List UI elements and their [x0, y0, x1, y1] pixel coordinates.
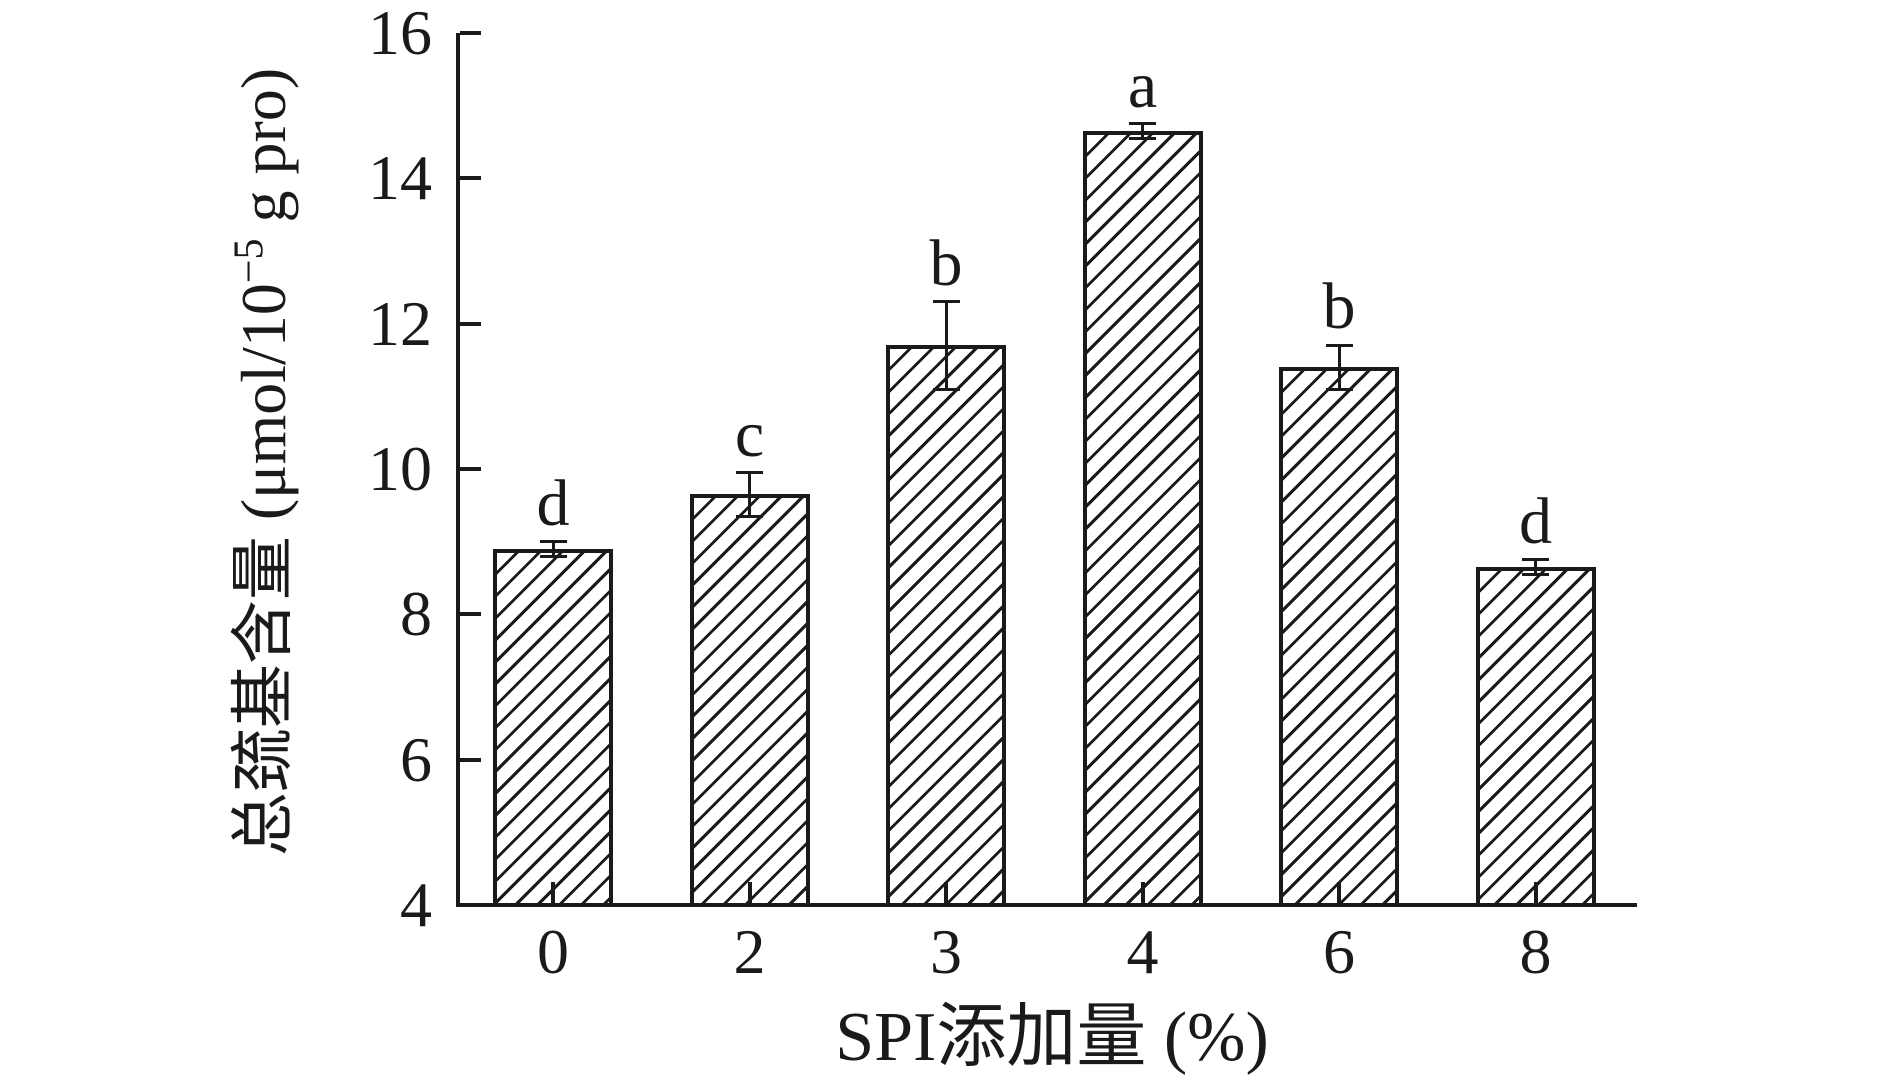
error-bar-cap-bottom-6	[1325, 387, 1353, 391]
y-tick-10	[460, 467, 481, 471]
x-tick-label-0: 0	[537, 916, 569, 987]
error-bar-cap-top-6	[1325, 343, 1353, 347]
significance-letter-8: d	[1519, 484, 1552, 558]
x-tick-6	[1337, 882, 1341, 903]
bar-2	[689, 494, 810, 905]
x-tick-8	[1533, 882, 1538, 903]
y-tick-label-4: 4	[400, 869, 432, 940]
y-tick-label-12: 12	[368, 287, 432, 359]
significance-letter-3: b	[929, 226, 963, 300]
significance-letter-6: b	[1322, 270, 1356, 344]
bar-0	[493, 548, 613, 905]
y-tick-6	[460, 757, 481, 762]
significance-letter-0: d	[536, 466, 570, 540]
error-bar-line-4	[1141, 123, 1144, 139]
x-tick-2	[747, 882, 752, 903]
y-tick-16	[460, 31, 481, 35]
x-tick-4	[1140, 882, 1145, 903]
y-tick-label-14: 14	[368, 142, 432, 214]
bar-4	[1082, 131, 1203, 905]
significance-letter-2: c	[734, 397, 765, 471]
x-axis-title: SPI添加量 (%)	[835, 999, 1269, 1076]
x-axis-line	[456, 903, 1637, 907]
x-tick-label-3: 3	[930, 916, 962, 987]
y-tick-label-16: 16	[368, 0, 432, 68]
bar-6	[1279, 367, 1399, 905]
error-bar-line-6	[1337, 345, 1341, 390]
y-tick-label-8: 8	[400, 578, 432, 650]
x-tick-label-2: 2	[733, 916, 766, 987]
error-bar-cap-bottom-0	[539, 554, 567, 558]
error-bar-cap-top-3	[932, 300, 960, 304]
y-tick-12	[460, 321, 481, 326]
x-tick-label-6: 6	[1323, 916, 1355, 987]
error-bar-line-8	[1534, 559, 1537, 575]
error-bar-cap-bottom-3	[932, 387, 960, 391]
significance-letter-4: a	[1127, 48, 1158, 122]
bar-3	[886, 345, 1006, 905]
error-bar-cap-top-0	[539, 540, 567, 544]
error-bar-cap-top-8	[1522, 558, 1549, 562]
x-tick-label-8: 8	[1519, 916, 1552, 987]
y-tick-label-6: 6	[400, 723, 432, 795]
x-tick-0	[551, 882, 555, 903]
y-axis-line	[456, 33, 460, 907]
error-bar-cap-bottom-8	[1522, 572, 1549, 576]
x-tick-3	[944, 882, 948, 903]
y-tick-8	[460, 612, 481, 617]
error-bar-line-3	[944, 301, 948, 390]
error-bar-cap-bottom-4	[1129, 136, 1156, 140]
error-bar-cap-bottom-2	[736, 514, 763, 518]
y-tick-14	[460, 176, 481, 181]
error-bar-line-0	[551, 541, 555, 557]
error-bar-line-2	[748, 472, 751, 517]
y-tick-label-10: 10	[368, 433, 432, 504]
error-bar-cap-top-4	[1129, 122, 1156, 126]
bar-8	[1475, 567, 1596, 905]
error-bar-cap-top-2	[736, 471, 763, 475]
x-tick-label-4: 4	[1126, 916, 1159, 987]
